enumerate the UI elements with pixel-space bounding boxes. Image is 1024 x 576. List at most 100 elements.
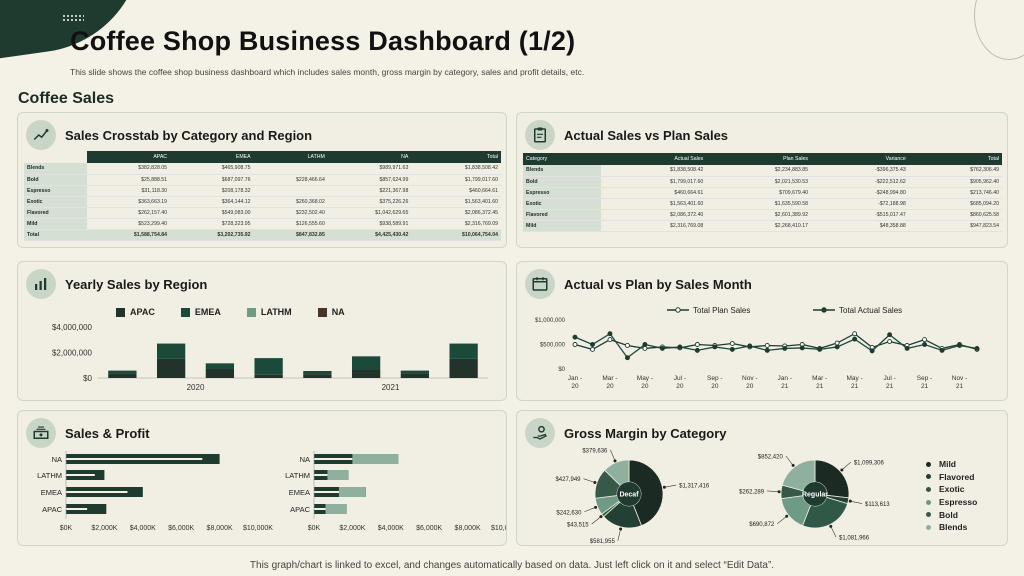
legend-label: Blends	[939, 522, 968, 533]
data-point	[729, 346, 735, 352]
slice-value-label: $1,099,306	[854, 461, 885, 467]
x-tick-label: 21	[886, 383, 894, 390]
label-dot	[593, 481, 597, 485]
x-tick-label: $0K	[60, 525, 73, 532]
crosstab-header-cell: APAC	[86, 151, 171, 163]
bar-segment	[108, 373, 137, 378]
profit-bar	[314, 508, 326, 510]
profit-bar	[66, 508, 88, 510]
table-row: Blends $1,838,508.42 $2,234,883.85 -$396,37…	[523, 165, 1002, 177]
x-tick-label: Jul -	[883, 375, 895, 382]
category-label: LATHM	[285, 471, 310, 480]
legend-label: Flavored	[939, 471, 975, 482]
actual-plan-cell: -$222,512.62	[810, 176, 909, 188]
slice-value-label: $113,613	[865, 502, 890, 508]
actual-plan-cell: $460,664.61	[601, 187, 707, 199]
x-tick-label: $8,000K	[455, 525, 481, 532]
data-point	[887, 339, 893, 345]
actual-plan-cell: Mild	[523, 220, 602, 232]
crosstab-cell: $1,838,508.42	[411, 163, 501, 175]
actual-plan-header-cell: Actual Sales	[601, 153, 707, 165]
slice-value-label: $242,630	[556, 510, 582, 516]
y-tick-label: $4,000,000	[52, 323, 93, 332]
data-point	[834, 340, 840, 346]
legend-dot	[926, 461, 931, 467]
legend-label: Mild	[939, 459, 956, 470]
actual-plan-header-cell: Category	[523, 153, 602, 165]
swirl-decoration	[974, 0, 1024, 60]
data-point	[694, 347, 700, 353]
data-point	[817, 346, 823, 352]
monthly-title: Actual vs Plan by Sales Month	[564, 276, 752, 292]
actual-plan-header-cell: Total	[908, 153, 1002, 165]
actual-plan-cell: $213,746.40	[908, 187, 1002, 199]
slice-value-label: $1,317,416	[679, 484, 710, 490]
donut-center	[617, 482, 641, 506]
label-leader	[850, 500, 863, 504]
sales-profit-title: Sales & Profit	[65, 425, 150, 441]
gross-margin-legend: Mild Flavored Exotic Espresso Bold Blends	[926, 458, 977, 534]
bar-segment	[400, 373, 430, 378]
data-point	[799, 345, 805, 351]
actual-plan-cell: Espresso	[523, 187, 602, 199]
data-point	[590, 342, 595, 347]
x-tick-label: 21	[781, 383, 789, 390]
data-point	[659, 345, 665, 351]
label-leader	[767, 490, 780, 493]
yearly-title: Yearly Sales by Region	[65, 276, 208, 292]
x-tick-label: May -	[637, 375, 653, 382]
legend-label: NA	[331, 307, 345, 317]
table-row: Mild $523,299.40 $728,323.95 $126,555.60 $93…	[24, 218, 501, 230]
data-point	[642, 345, 648, 351]
table-row: Bold $25,888.51 $687,097.76 $228,466.64 $857…	[24, 174, 501, 186]
crosstab-cell: Exotic	[24, 196, 87, 208]
actual-plan-cell: $1,799,017.60	[601, 176, 707, 188]
table-row: Exotic $1,563,401.60 $1,635,590.58 -$72,188…	[523, 198, 1002, 210]
slice-value-label: $427,949	[555, 477, 581, 483]
section-title: Coffee Sales	[18, 90, 115, 107]
slice-value-label: $43,515	[567, 523, 589, 529]
actual-plan-cell: -$396,375.43	[810, 165, 909, 177]
crosstab-cell: $25,888.51	[86, 174, 171, 186]
gross-margin-panel: Gross Margin by Category $1,317,416 $581,…	[516, 410, 1008, 546]
crosstab-cell: $549,083.00	[170, 207, 254, 219]
data-point	[852, 331, 858, 337]
x-tick-label: $4,000K	[130, 525, 156, 532]
crosstab-panel: Sales Crosstab by Category and Region AP…	[17, 112, 507, 248]
bar-segment	[156, 358, 186, 378]
actual-plan-cell: $860,625.58	[908, 209, 1002, 221]
legend-item: Mild	[926, 458, 977, 471]
crosstab-header-cell: EMEA	[170, 151, 254, 163]
actual-plan-header-cell: Plan Sales	[706, 153, 811, 165]
profit-bar	[314, 474, 328, 476]
x-group-label: 2020	[187, 383, 205, 392]
hand-coin-icon	[525, 418, 555, 448]
monthly-chart: $1,000,000 $500,000 $0 Total Plan Sales Tota…	[535, 306, 980, 390]
page-title: Coffee Shop Business Dashboard (1/2)	[70, 26, 576, 56]
crosstab-cell: $989,971.63	[327, 163, 412, 175]
bar-segment	[254, 358, 283, 375]
x-tick-label: $10,000K	[243, 525, 273, 532]
crosstab-header-cell	[24, 151, 87, 163]
y-tick-label: $0	[83, 374, 92, 383]
label-leader	[584, 507, 596, 513]
data-point	[712, 344, 718, 350]
actual-plan-cell: Blends	[523, 165, 602, 177]
data-point	[887, 332, 893, 338]
remainder-bar	[325, 504, 347, 514]
legend-dot	[926, 474, 931, 480]
x-tick-label: Jul -	[674, 375, 686, 382]
label-leader	[841, 461, 852, 471]
x-tick-label: Jan -	[568, 375, 582, 382]
x-tick-label: $2,000K	[91, 525, 117, 532]
bar-segment	[449, 358, 478, 378]
x-tick-label: Mar -	[602, 375, 617, 382]
crosstab-table: APAC EMEA LATHM NA Total Blends $382,828.05 $4…	[24, 151, 501, 241]
x-tick-label: 21	[956, 383, 964, 390]
category-label: EMEA	[289, 488, 310, 497]
crosstab-cell: Blends	[24, 163, 87, 175]
bar-chart-icon	[26, 269, 56, 299]
data-point	[869, 348, 875, 354]
crosstab-cell: $687,097.76	[170, 174, 254, 186]
crosstab-header-cell: NA	[327, 151, 412, 163]
